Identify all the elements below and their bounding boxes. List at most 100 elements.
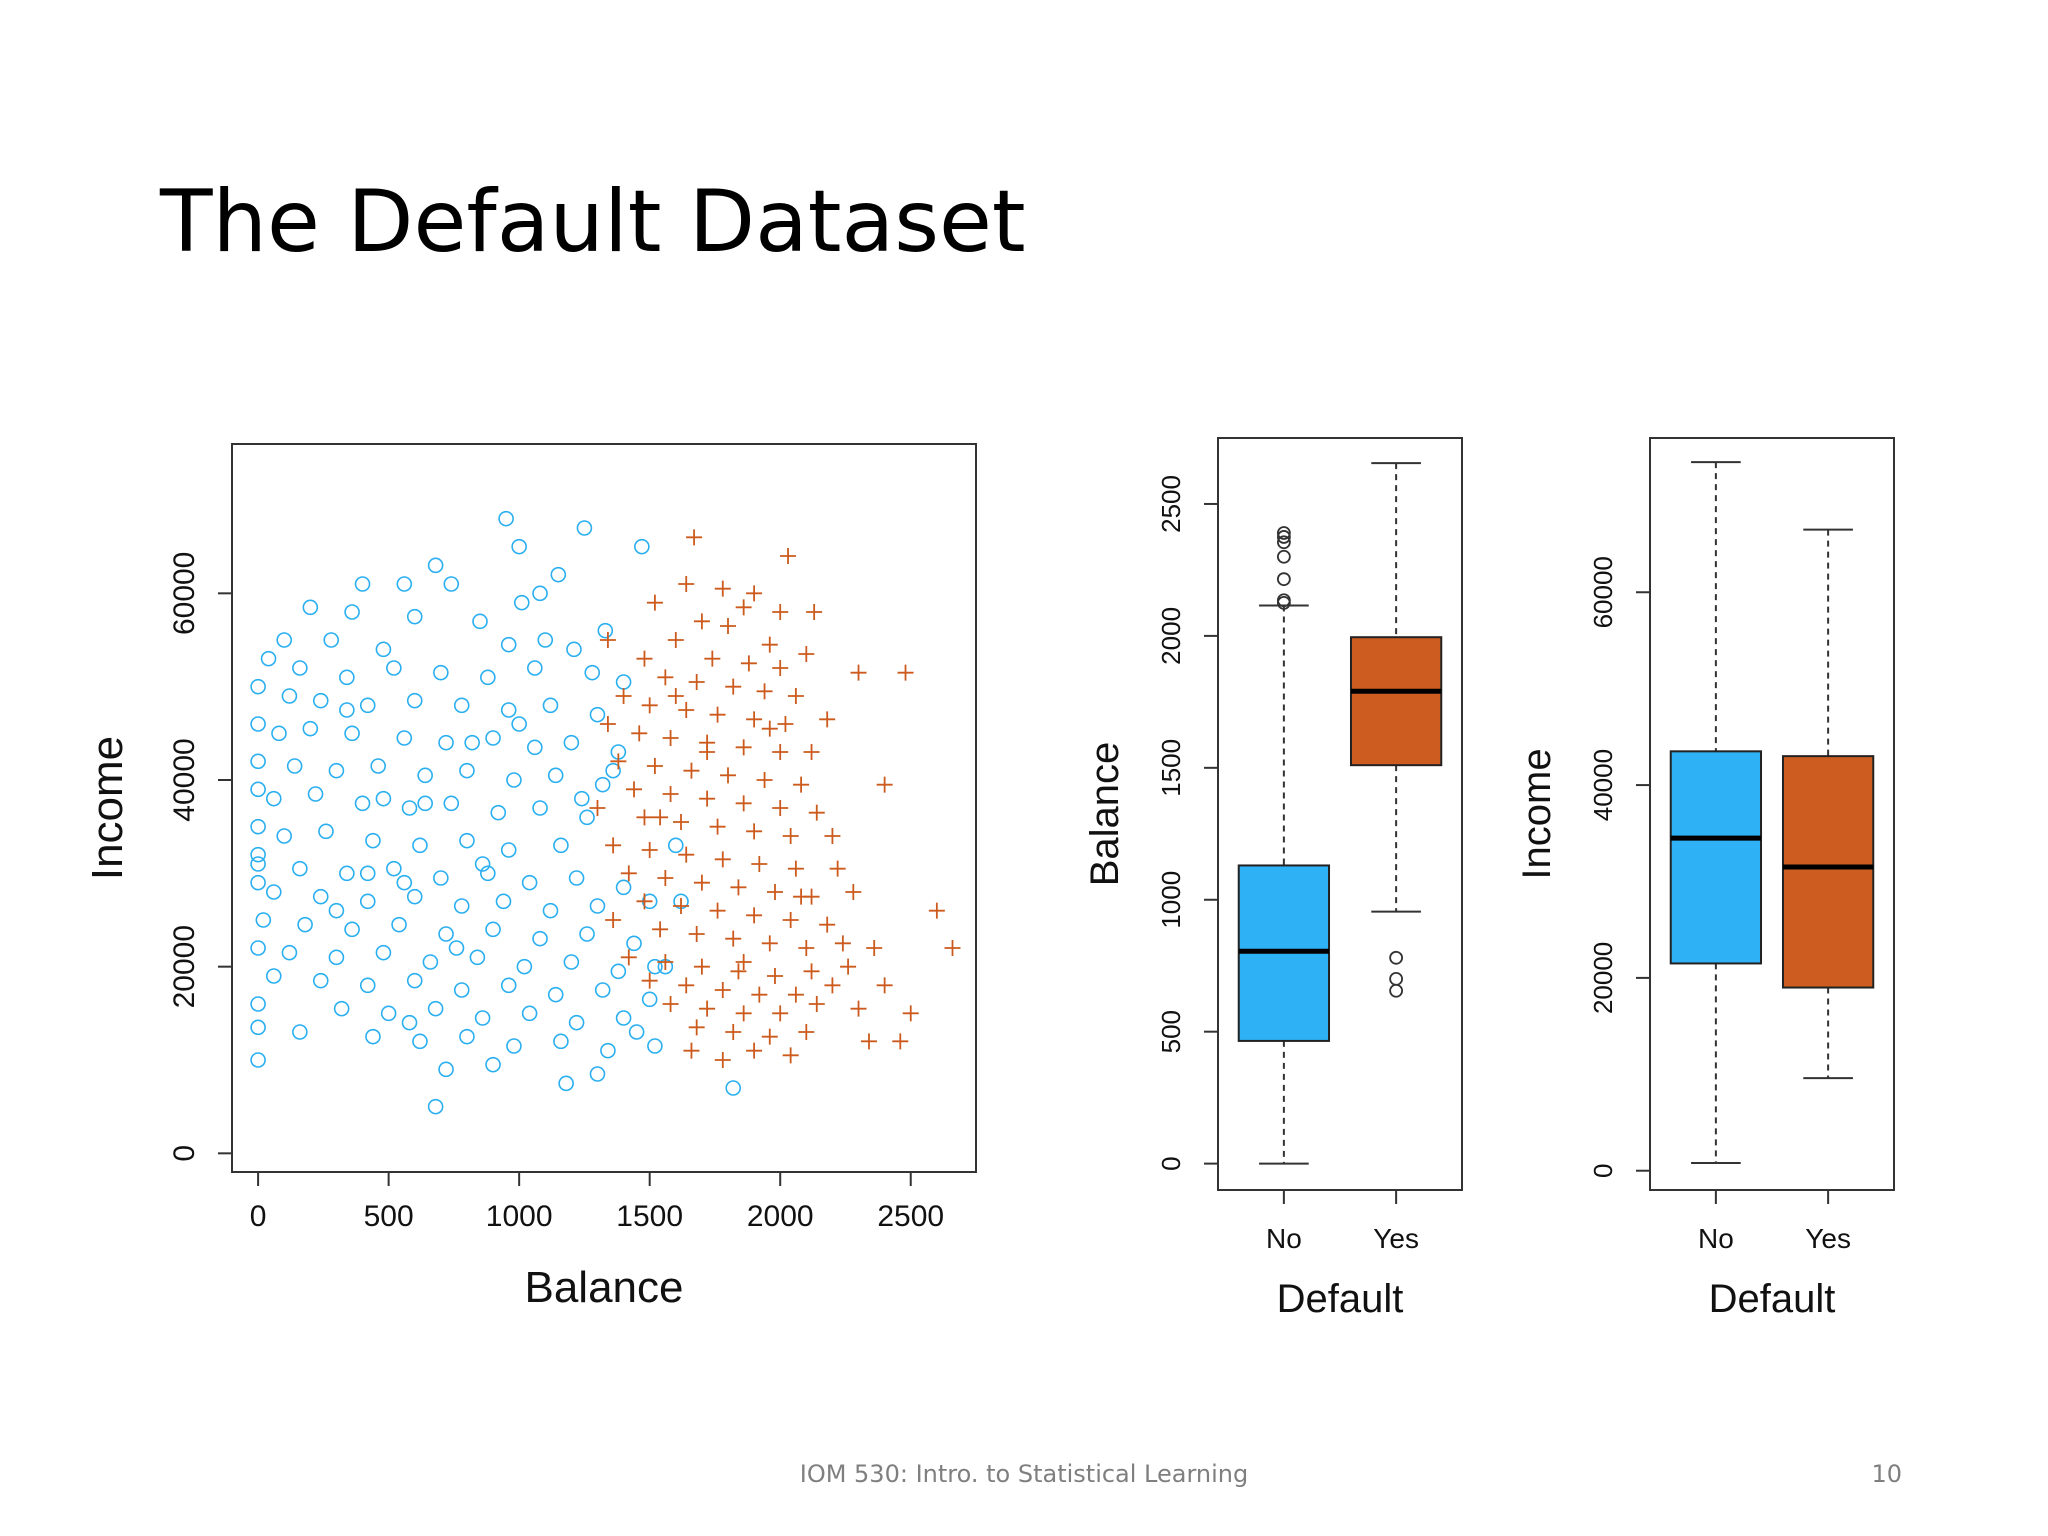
- scatter-point-yes: [740, 655, 757, 672]
- scatter-point-no: [250, 678, 266, 695]
- scatter-point-yes: [699, 790, 716, 807]
- scatter-point-yes: [735, 599, 752, 616]
- scatter-point-no: [359, 697, 376, 714]
- balance-x-label: Default: [1277, 1277, 1404, 1321]
- scatter-point-no: [513, 594, 530, 611]
- scatter-point-yes: [787, 986, 804, 1003]
- scatter-point-no: [568, 1014, 585, 1031]
- scatter-point-no: [500, 977, 517, 994]
- balance-boxes: [1237, 462, 1443, 1165]
- scatter-point-yes: [720, 618, 736, 634]
- scatter-point-no: [485, 921, 501, 938]
- scatter-point-no: [485, 730, 501, 746]
- balance-boxplot: 0 500 1000 1500 2000 2500 No Yes Default Balan…: [1083, 437, 1463, 1321]
- scatter-point-yes: [808, 804, 825, 821]
- scatter-point-no: [453, 898, 470, 914]
- scatter-point-yes: [845, 884, 862, 900]
- scatter-point-no: [628, 1024, 645, 1040]
- scatter-point-no: [459, 832, 475, 849]
- scatter-point-yes: [678, 846, 695, 863]
- scatter-point-no: [433, 870, 449, 886]
- scatter-point-no: [406, 972, 423, 989]
- balance-box-no-outlier: [1276, 535, 1291, 550]
- scatter-no-points: [250, 510, 742, 1115]
- scatter-point-no: [553, 837, 569, 854]
- scatter-point-no: [250, 781, 266, 798]
- balance-y-label: Balance: [1083, 742, 1127, 887]
- scatter-point-no: [576, 520, 593, 536]
- scatter-point-yes: [657, 669, 674, 686]
- balance-x-tick-label: No: [1266, 1223, 1302, 1254]
- scatter-point-no: [292, 860, 308, 877]
- scatter-point-yes: [714, 982, 731, 998]
- scatter-point-yes: [686, 529, 703, 546]
- scatter-point-yes: [699, 744, 716, 760]
- scatter-point-yes: [641, 697, 658, 714]
- scatter-point-yes: [657, 870, 674, 886]
- scatter-point-no: [250, 1019, 266, 1036]
- scatter-point-no: [453, 697, 470, 714]
- scatter-x-tick-label: 0: [250, 1200, 267, 1233]
- scatter-point-no: [500, 702, 517, 718]
- scatter-point-no: [312, 888, 329, 905]
- scatter-point-no: [485, 1056, 501, 1073]
- scatter-y-tick-label: 60000: [168, 552, 201, 635]
- scatter-point-yes: [636, 809, 653, 826]
- scatter-point-no: [286, 758, 303, 774]
- scatter-point-yes: [803, 744, 820, 760]
- scatter-point-no: [589, 706, 606, 723]
- scatter-point-yes: [928, 902, 945, 919]
- scatter-point-yes: [683, 1042, 700, 1059]
- scatter-point-yes: [709, 818, 726, 835]
- scatter-point-yes: [699, 1000, 716, 1017]
- scatter-point-no: [417, 767, 433, 784]
- scatter-point-no: [568, 870, 585, 886]
- scatter-point-no: [406, 888, 423, 905]
- scatter-point-yes: [620, 949, 637, 966]
- scatter-point-no: [323, 632, 340, 648]
- scatter-point-no: [615, 674, 632, 690]
- scatter-point-no: [250, 874, 266, 891]
- scatter-point-no: [511, 716, 527, 732]
- scatter-point-no: [469, 949, 486, 966]
- balance-x-ticks: No Yes: [1266, 1190, 1419, 1254]
- scatter-point-yes: [756, 683, 773, 700]
- scatter-point-yes: [829, 860, 846, 877]
- scatter-point-yes: [725, 930, 742, 947]
- income-y-ticks: 0 20000 40000 60000: [1588, 556, 1650, 1178]
- scatter-point-no: [312, 972, 329, 989]
- scatter-point-no: [641, 991, 658, 1008]
- scatter-point-yes: [678, 702, 695, 718]
- scatter-point-no: [589, 898, 606, 914]
- scatter-point-no: [370, 758, 386, 774]
- scatter-point-no: [276, 828, 293, 844]
- scatter-point-yes: [798, 940, 815, 956]
- scatter-point-yes: [662, 730, 679, 746]
- scatter-point-yes: [688, 926, 705, 942]
- scatter-point-no: [521, 1005, 538, 1022]
- scatter-point-no: [365, 832, 381, 849]
- scatter-point-yes: [693, 874, 710, 891]
- income-boxes: [1669, 461, 1875, 1165]
- scatter-point-yes: [620, 865, 637, 882]
- scatter-point-no: [250, 716, 266, 732]
- scatter-point-no: [516, 958, 533, 975]
- income-box-frame: [1649, 437, 1895, 1191]
- scatter-point-no: [417, 795, 433, 812]
- scatter-point-no: [380, 1005, 397, 1022]
- scatter-point-yes: [688, 1019, 705, 1036]
- scatter-point-yes: [610, 753, 627, 770]
- scatter-point-no: [359, 893, 376, 910]
- balance-y-tick-label: 2500: [1156, 475, 1186, 533]
- scatter-point-no: [542, 902, 559, 919]
- scatter-point-yes: [766, 884, 783, 900]
- scatter-point-no: [626, 935, 642, 952]
- scatter-point-no: [276, 632, 293, 648]
- scatter-point-no: [328, 949, 345, 966]
- scatter-point-no: [250, 996, 266, 1012]
- scatter-point-no: [250, 856, 266, 872]
- income-x-ticks: No Yes: [1698, 1190, 1851, 1254]
- scatter-point-no: [511, 538, 527, 555]
- scatter-point-no: [605, 762, 621, 779]
- scatter-point-no: [427, 557, 444, 574]
